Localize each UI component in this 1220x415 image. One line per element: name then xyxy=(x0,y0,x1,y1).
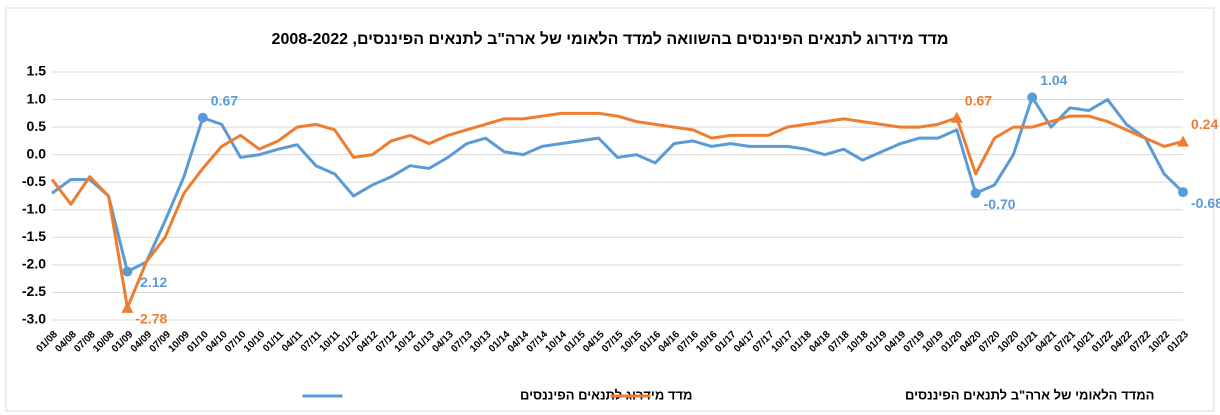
data-label: 0.24 xyxy=(1191,116,1218,132)
data-label: -2.12 xyxy=(135,274,167,290)
series-line xyxy=(50,111,1184,310)
y-tick-label: -0.5 xyxy=(22,173,46,189)
legend-label: מדד מידרוג לתנאים הפיננסים xyxy=(520,387,692,402)
point-marker xyxy=(970,188,981,199)
data-label: 0.67 xyxy=(965,92,992,108)
legend-label: המדד הלאומי של ארה"ב לתנאים הפיננסים xyxy=(905,387,1154,402)
point-marker xyxy=(121,301,134,313)
data-label: 1.04 xyxy=(1040,72,1067,88)
data-label: -2.78 xyxy=(135,311,167,327)
point-marker xyxy=(950,111,963,123)
series-line xyxy=(51,95,1185,274)
data-label: -0.68 xyxy=(1191,195,1220,211)
y-tick-label: -2.0 xyxy=(22,256,46,272)
point-marker xyxy=(1177,135,1189,147)
data-label: 0.67 xyxy=(211,92,238,108)
data-label: -0.70 xyxy=(984,196,1016,212)
point-marker xyxy=(1027,92,1038,103)
y-tick-label: 1.5 xyxy=(27,63,47,79)
point-marker xyxy=(122,266,133,277)
y-tick-label: 1.0 xyxy=(27,90,47,106)
y-tick-label: -2.5 xyxy=(22,283,46,299)
point-marker xyxy=(197,112,208,123)
y-tick-label: -3.0 xyxy=(22,311,46,327)
chart-title: מדד מידרוג לתנאים הפיננסים בהשוואה למדד … xyxy=(272,30,949,48)
y-tick-label: 0.0 xyxy=(27,145,47,161)
y-tick-label: -1.0 xyxy=(22,200,46,216)
point-marker xyxy=(1178,187,1188,198)
y-tick-label: -1.5 xyxy=(22,228,46,244)
y-tick-label: 0.5 xyxy=(27,118,47,134)
